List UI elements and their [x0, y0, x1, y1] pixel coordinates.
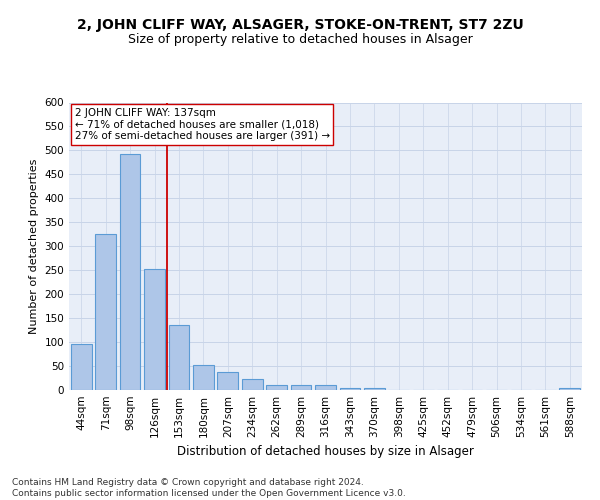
Text: Size of property relative to detached houses in Alsager: Size of property relative to detached ho…	[128, 32, 472, 46]
Bar	[364, 388, 385, 390]
Y-axis label: Number of detached properties: Number of detached properties	[29, 158, 39, 334]
Bar	[119, 154, 140, 390]
Bar	[290, 385, 311, 390]
Bar	[71, 344, 92, 390]
Bar	[340, 388, 361, 390]
Text: 2 JOHN CLIFF WAY: 137sqm
← 71% of detached houses are smaller (1,018)
27% of sem: 2 JOHN CLIFF WAY: 137sqm ← 71% of detach…	[74, 108, 329, 142]
Bar	[559, 388, 580, 390]
Bar	[144, 269, 165, 390]
Bar	[95, 234, 116, 390]
Bar	[193, 364, 214, 390]
Bar	[169, 326, 190, 390]
Bar	[242, 379, 263, 390]
Bar	[266, 385, 287, 390]
Text: Contains HM Land Registry data © Crown copyright and database right 2024.
Contai: Contains HM Land Registry data © Crown c…	[12, 478, 406, 498]
Text: 2, JOHN CLIFF WAY, ALSAGER, STOKE-ON-TRENT, ST7 2ZU: 2, JOHN CLIFF WAY, ALSAGER, STOKE-ON-TRE…	[77, 18, 523, 32]
Bar	[217, 372, 238, 390]
Bar	[315, 385, 336, 390]
X-axis label: Distribution of detached houses by size in Alsager: Distribution of detached houses by size …	[177, 446, 474, 458]
